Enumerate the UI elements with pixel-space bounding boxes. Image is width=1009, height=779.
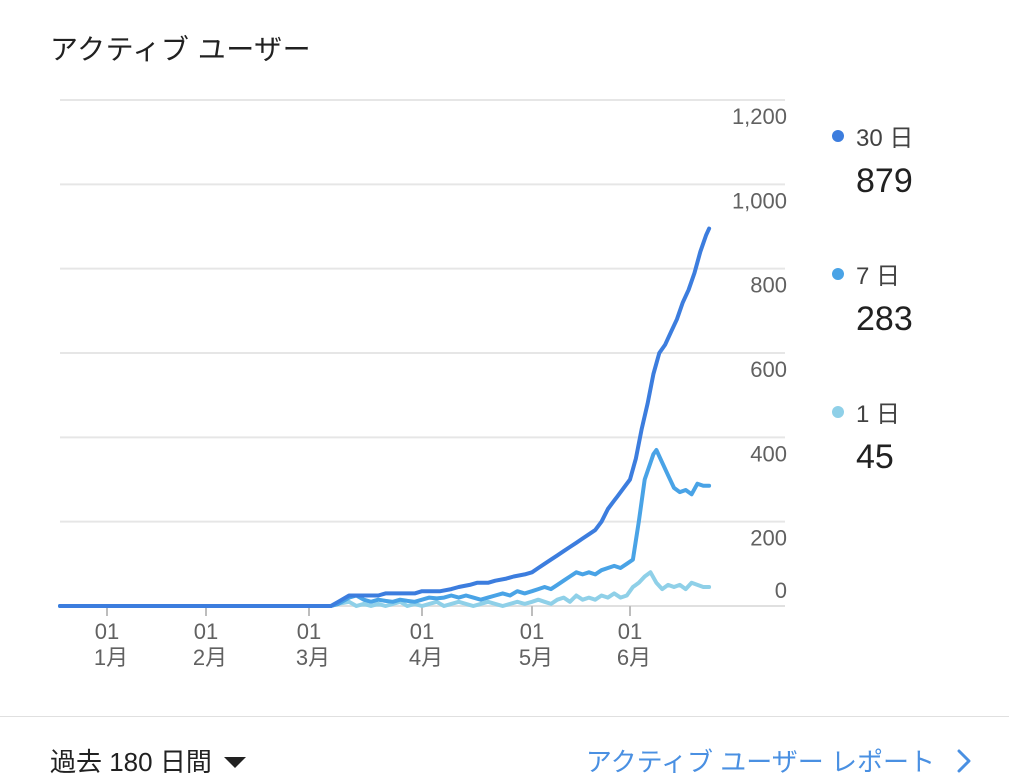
footer-divider: [0, 716, 1009, 717]
chevron-right-icon: [957, 749, 971, 772]
x-tick-month: 4月: [409, 645, 443, 670]
caret-down-icon: [223, 756, 246, 768]
legend-label: 7 日: [856, 263, 901, 290]
series-line-7-day: [58, 448, 712, 608]
x-tick-month: 5月: [519, 645, 553, 670]
legend-label: 1 日: [856, 401, 901, 428]
y-tick-label: 1,000: [732, 188, 787, 213]
legend-item-30-day: 30 日 879: [832, 118, 1002, 200]
active-users-report-link[interactable]: アクティブ ユーザー レポート: [586, 742, 971, 779]
legend-item-1-day: 1 日 45: [832, 394, 1002, 476]
x-tick-day: 01: [618, 619, 642, 644]
date-range-label: 過去 180 日間: [50, 747, 212, 777]
x-tick-day: 01: [95, 619, 119, 644]
y-tick-label: 0: [775, 578, 787, 603]
y-tick-label: 1,200: [732, 104, 787, 129]
legend-dot: [832, 405, 844, 418]
card-title: アクティブ ユーザー: [50, 34, 312, 65]
active-users-chart: 1,2001,0008006004002000011月012月013月014月0…: [58, 99, 787, 670]
legend-value: 45: [856, 438, 894, 476]
legend-label: 30 日: [856, 125, 914, 152]
legend-value: 879: [856, 162, 913, 200]
x-tick-day: 01: [410, 619, 434, 644]
series-line-30-day: [58, 226, 712, 608]
x-tick-day: 01: [520, 619, 544, 644]
report-link-label: アクティブ ユーザー レポート: [585, 747, 935, 777]
legend-dot: [832, 129, 844, 142]
x-tick-day: 01: [194, 619, 218, 644]
y-tick-label: 400: [750, 441, 787, 466]
x-tick-day: 01: [297, 619, 321, 644]
legend-value: 283: [856, 300, 913, 338]
y-tick-label: 600: [750, 357, 787, 382]
date-range-dropdown[interactable]: 過去 180 日間: [50, 742, 246, 779]
x-tick-month: 6月: [617, 645, 651, 670]
y-tick-label: 800: [750, 273, 787, 298]
legend-dot: [832, 267, 844, 280]
legend-item-7-day: 7 日 283: [832, 256, 1002, 338]
x-tick-month: 3月: [296, 645, 330, 670]
y-tick-label: 200: [750, 526, 787, 551]
x-tick-month: 1月: [94, 645, 128, 670]
x-tick-month: 2月: [193, 645, 227, 670]
